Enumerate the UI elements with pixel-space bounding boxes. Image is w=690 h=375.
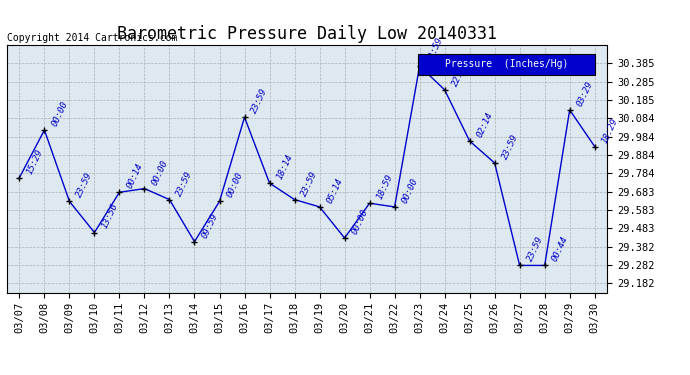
Text: 23:59: 23:59 bbox=[75, 171, 95, 199]
Text: 05:14: 05:14 bbox=[325, 177, 344, 205]
Text: 00:00: 00:00 bbox=[400, 177, 420, 205]
Text: Pressure  (Inches/Hg): Pressure (Inches/Hg) bbox=[445, 59, 569, 69]
Text: 19:59: 19:59 bbox=[425, 36, 444, 64]
Text: 23:59: 23:59 bbox=[525, 235, 544, 263]
Text: 02:14: 02:14 bbox=[475, 111, 495, 139]
Text: 09:59: 09:59 bbox=[200, 211, 219, 240]
Text: 00:00: 00:00 bbox=[225, 171, 244, 199]
Text: 23:59: 23:59 bbox=[250, 87, 270, 115]
Text: 18:29: 18:29 bbox=[600, 116, 620, 144]
Text: 00:00: 00:00 bbox=[150, 158, 170, 186]
Text: 18:14: 18:14 bbox=[275, 153, 295, 181]
Text: 23:59: 23:59 bbox=[500, 133, 520, 161]
Text: 15:29: 15:29 bbox=[25, 147, 44, 176]
Text: 22:29: 22:29 bbox=[450, 60, 470, 88]
Text: 23:59: 23:59 bbox=[300, 169, 319, 197]
Text: 00:44: 00:44 bbox=[550, 235, 570, 263]
Text: 00:00: 00:00 bbox=[350, 208, 370, 236]
FancyBboxPatch shape bbox=[418, 54, 595, 75]
Text: 13:56: 13:56 bbox=[100, 202, 119, 230]
Text: 00:14: 00:14 bbox=[125, 162, 144, 190]
Text: 23:59: 23:59 bbox=[175, 169, 195, 197]
Text: 03:29: 03:29 bbox=[575, 80, 595, 108]
Text: 18:59: 18:59 bbox=[375, 173, 395, 201]
Text: Copyright 2014 Cartronics.com: Copyright 2014 Cartronics.com bbox=[7, 33, 177, 42]
Text: 00:00: 00:00 bbox=[50, 100, 70, 128]
Title: Barometric Pressure Daily Low 20140331: Barometric Pressure Daily Low 20140331 bbox=[117, 26, 497, 44]
